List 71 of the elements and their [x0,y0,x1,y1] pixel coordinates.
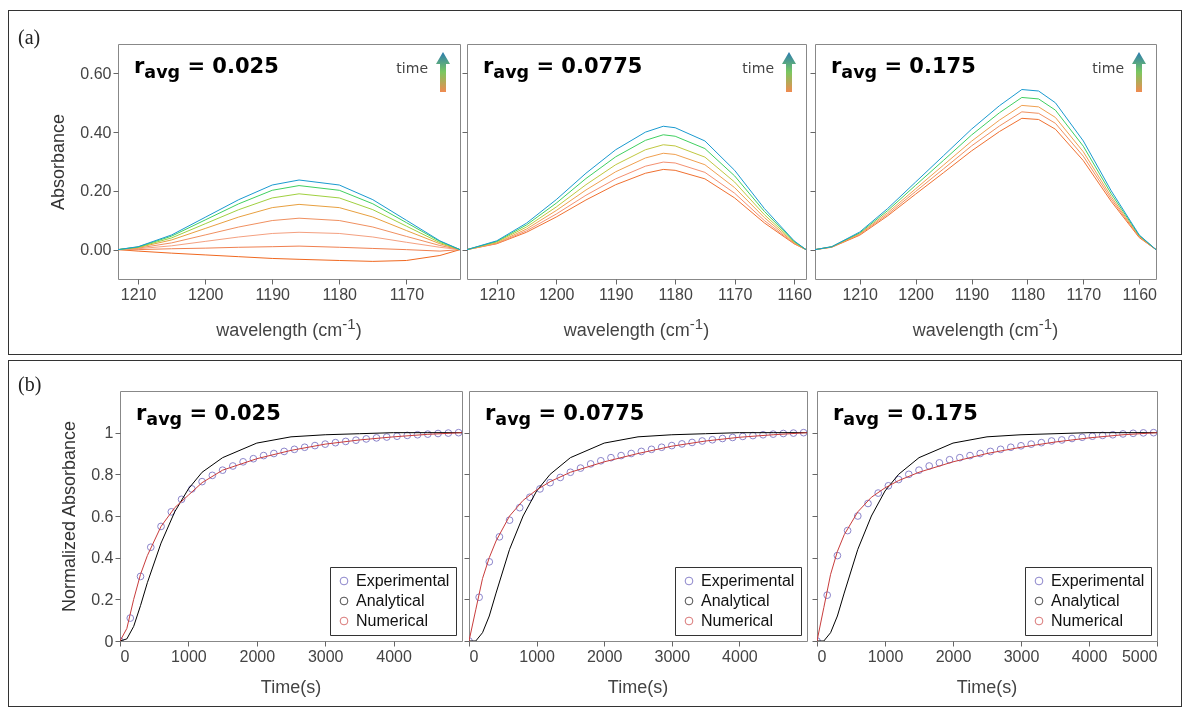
annotation: r$_{avg}$ = 0.025 [136,401,281,430]
x-tick-label: 1200 [187,285,224,303]
x-tick-label: 3000 [307,647,344,665]
legend-label: Experimental [356,572,450,589]
x-tick-label: 1180 [1010,285,1046,303]
x-tick-label: 4000 [722,647,758,665]
legend-label: Numerical [356,612,429,629]
annotation: time [1092,60,1124,76]
x-tick-label: 1160 [777,285,812,303]
x-tick-label: 1210 [479,285,516,303]
y-tick-label: 0.00 [80,241,112,259]
legend-label: Experimental [1051,572,1145,589]
x-tick-label: 1210 [120,285,157,303]
x-tick-label: 1170 [389,285,425,303]
x-tick-label: 0 [817,647,827,665]
x-tick-label: 1170 [1066,285,1102,303]
x-tick-label: 1190 [954,285,990,303]
x-tick-label: 2000 [239,647,276,665]
x-axis-title: Time(s) [955,677,1019,698]
x-axis-title: wavelength (cm$^{-1}$) [215,315,363,341]
legend-label: Numerical [1051,612,1124,629]
x-tick-label: 0 [120,647,130,665]
x-tick-label: 1190 [255,285,291,303]
y-axis-title: Normalized Absorbance [59,420,80,613]
y-tick-label: 0 [104,632,114,650]
x-tick-label: 1000 [519,647,555,665]
x-axis-title: Time(s) [259,677,323,698]
text: (b) [18,373,42,396]
y-tick-label: 1 [104,424,114,442]
x-tick-label: 1000 [867,647,904,665]
x-tick-label: 1180 [322,285,358,303]
x-tick-label: 1190 [598,285,634,303]
annotation: time [742,60,774,76]
y-tick-label: 0.40 [80,123,112,141]
y-tick-label: 0.60 [80,64,112,82]
x-tick-label: 5000 [1121,647,1158,665]
x-tick-label: 1200 [898,285,935,303]
x-tick-label: 1160 [1122,285,1158,303]
legend-label: Analytical [356,592,425,609]
legend-label: Analytical [1051,592,1120,609]
x-tick-label: 3000 [654,647,691,665]
x-axis-title: wavelength (cm$^{-1}$) [562,315,711,341]
x-tick-label: 4000 [1071,647,1108,665]
annotation: r$_{avg}$ = 0.0775 [483,54,643,83]
x-tick-label: 1180 [658,285,693,303]
y-tick-label: 0.6 [91,507,114,525]
y-tick-label: 0.20 [80,182,112,200]
x-tick-label: 2000 [586,647,623,665]
x-tick-label: 4000 [376,647,412,665]
y-tick-label: 0.8 [91,465,114,483]
x-tick-label: 1210 [842,285,879,303]
x-tick-label: 2000 [935,647,972,665]
legend-label: Numerical [701,612,774,629]
x-tick-label: 1170 [717,285,753,303]
x-tick-label: 1200 [538,285,575,303]
x-axis-title: wavelength (cm$^{-1}$) [911,315,1060,341]
x-tick-label: 3000 [1003,647,1040,665]
y-axis-title: Absorbance [48,113,69,211]
text: (a) [18,26,41,49]
legend-label: Analytical [701,592,770,609]
annotation: r$_{avg}$ = 0.025 [134,54,279,83]
annotation: r$_{avg}$ = 0.0775 [485,401,645,430]
annotation: r$_{avg}$ = 0.175 [831,54,976,83]
annotation: time [396,60,428,76]
x-axis-title: Time(s) [606,677,670,698]
x-tick-label: 1000 [171,647,207,665]
y-tick-label: 0.2 [91,590,114,608]
x-tick-label: 0 [469,647,479,665]
legend-label: Experimental [701,572,795,589]
annotation: r$_{avg}$ = 0.175 [833,401,978,430]
y-tick-label: 0.4 [91,549,114,567]
